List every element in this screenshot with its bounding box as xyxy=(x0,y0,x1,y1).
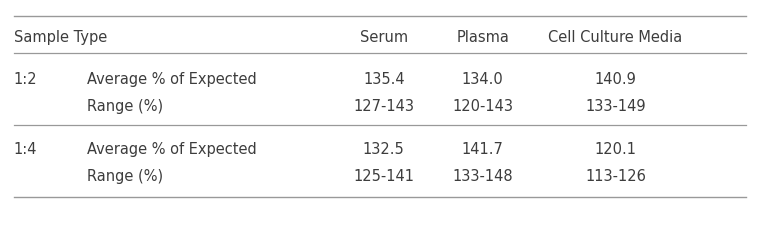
Text: Range (%): Range (%) xyxy=(87,169,163,184)
Text: Cell Culture Media: Cell Culture Media xyxy=(549,30,682,45)
Text: 1:4: 1:4 xyxy=(14,142,37,157)
Text: 125-141: 125-141 xyxy=(353,169,414,184)
Text: Range (%): Range (%) xyxy=(87,99,163,114)
Text: 132.5: 132.5 xyxy=(363,142,404,157)
Text: 1:2: 1:2 xyxy=(14,72,37,87)
Text: 120.1: 120.1 xyxy=(594,142,637,157)
Text: Plasma: Plasma xyxy=(456,30,509,45)
Text: Average % of Expected: Average % of Expected xyxy=(87,72,257,87)
Text: Sample Type: Sample Type xyxy=(14,30,107,45)
Text: 113-126: 113-126 xyxy=(585,169,646,184)
Text: Average % of Expected: Average % of Expected xyxy=(87,142,257,157)
Text: 120-143: 120-143 xyxy=(452,99,513,114)
Text: 133-148: 133-148 xyxy=(452,169,513,184)
Text: 140.9: 140.9 xyxy=(594,72,637,87)
Text: 134.0: 134.0 xyxy=(462,72,503,87)
Text: 135.4: 135.4 xyxy=(363,72,404,87)
Text: 127-143: 127-143 xyxy=(353,99,414,114)
Text: Serum: Serum xyxy=(359,30,408,45)
Text: 133-149: 133-149 xyxy=(585,99,646,114)
Text: 141.7: 141.7 xyxy=(461,142,504,157)
